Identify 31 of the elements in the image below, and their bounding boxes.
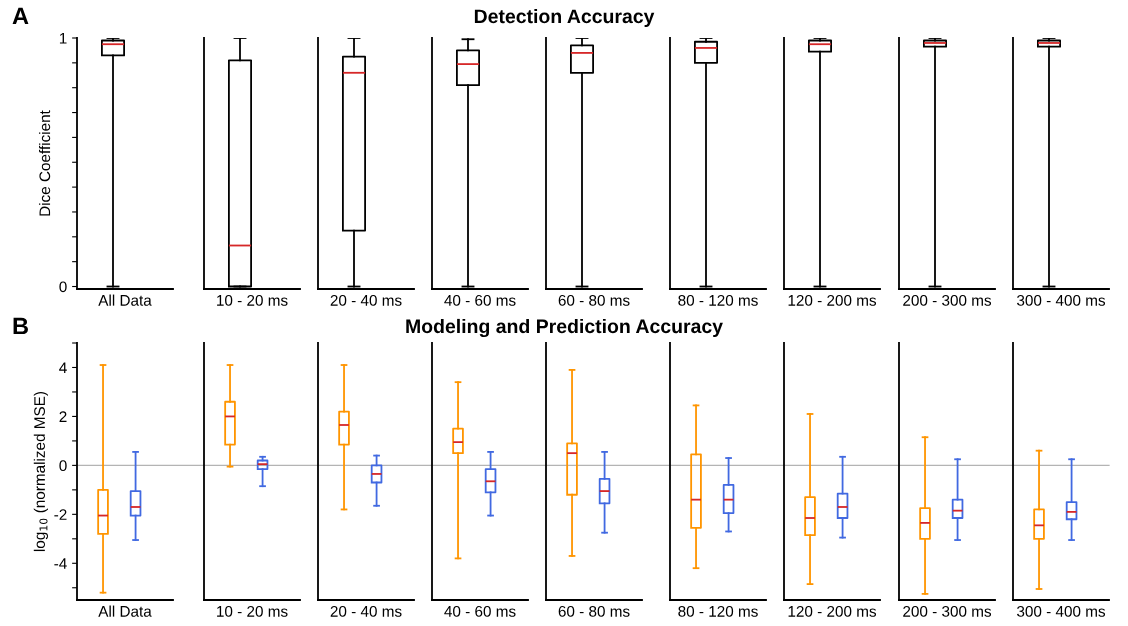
y-tick-label: 0 [59, 460, 67, 472]
x-tick-label: 60 - 80 ms [558, 605, 630, 617]
x-tick-label: All Data [98, 605, 152, 617]
x-tick-label: 40 - 60 ms [444, 605, 516, 617]
y-tick-label: 4 [59, 362, 67, 374]
text: A [12, 7, 29, 25]
y-tick-label: -2 [54, 509, 67, 520]
text: B [13, 317, 28, 335]
x-tick-label: 120 - 200 ms [788, 294, 877, 306]
x-tick-label: All Data [98, 294, 152, 306]
x-tick-label: 300 - 400 ms [1017, 294, 1106, 306]
y-axis-title: Dice Coefficient [38, 110, 51, 216]
x-tick-label: 80 - 120 ms [678, 294, 758, 306]
chart-title: Modeling and Prediction Accuracy [406, 318, 723, 338]
x-tick-label: 20 - 40 ms [330, 294, 402, 306]
y-tick-label: 1 [59, 33, 67, 44]
y-tick-label: -4 [54, 558, 67, 569]
x-tick-label: 20 - 40 ms [330, 605, 402, 617]
x-tick-label: 80 - 120 ms [678, 605, 758, 617]
y-axis-title: log$_{10}$ (normalized MSE) [33, 391, 49, 552]
x-tick-label: 200 - 300 ms [903, 294, 992, 306]
x-tick-label: 200 - 300 ms [903, 605, 992, 617]
x-tick-label: 10 - 20 ms [217, 605, 288, 617]
x-tick-label: 40 - 60 ms [444, 294, 516, 306]
y-tick-label: 0 [59, 281, 67, 293]
y-tick-label: 2 [59, 411, 67, 422]
chart-title: Detection Accuracy [474, 8, 655, 28]
x-tick-label: 120 - 200 ms [788, 605, 877, 617]
x-tick-label: 60 - 80 ms [558, 294, 630, 306]
x-tick-label: 300 - 400 ms [1017, 605, 1106, 617]
x-tick-label: 10 - 20 ms [217, 294, 288, 306]
